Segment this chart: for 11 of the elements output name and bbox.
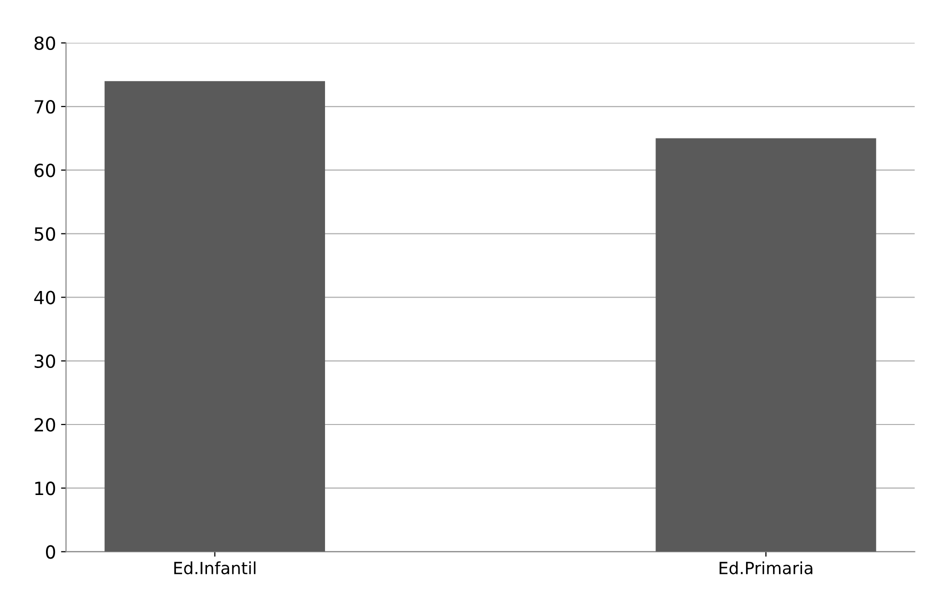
x-tick-label: Ed.Primaria — [720, 561, 812, 574]
y-tick-label: 70 — [34, 100, 56, 114]
y-tick-label: 60 — [34, 164, 56, 178]
y-tick-label: 30 — [34, 354, 56, 368]
y-tick-label: 50 — [34, 227, 56, 241]
y-tick-label: 80 — [34, 36, 56, 50]
y-tick-label: 20 — [34, 418, 56, 432]
y-tick-label: 0 — [46, 545, 56, 559]
y-tick-label: 40 — [34, 290, 56, 304]
x-tick-label: Ed.Infantil — [174, 561, 256, 574]
y-tick-label: 10 — [35, 482, 56, 496]
